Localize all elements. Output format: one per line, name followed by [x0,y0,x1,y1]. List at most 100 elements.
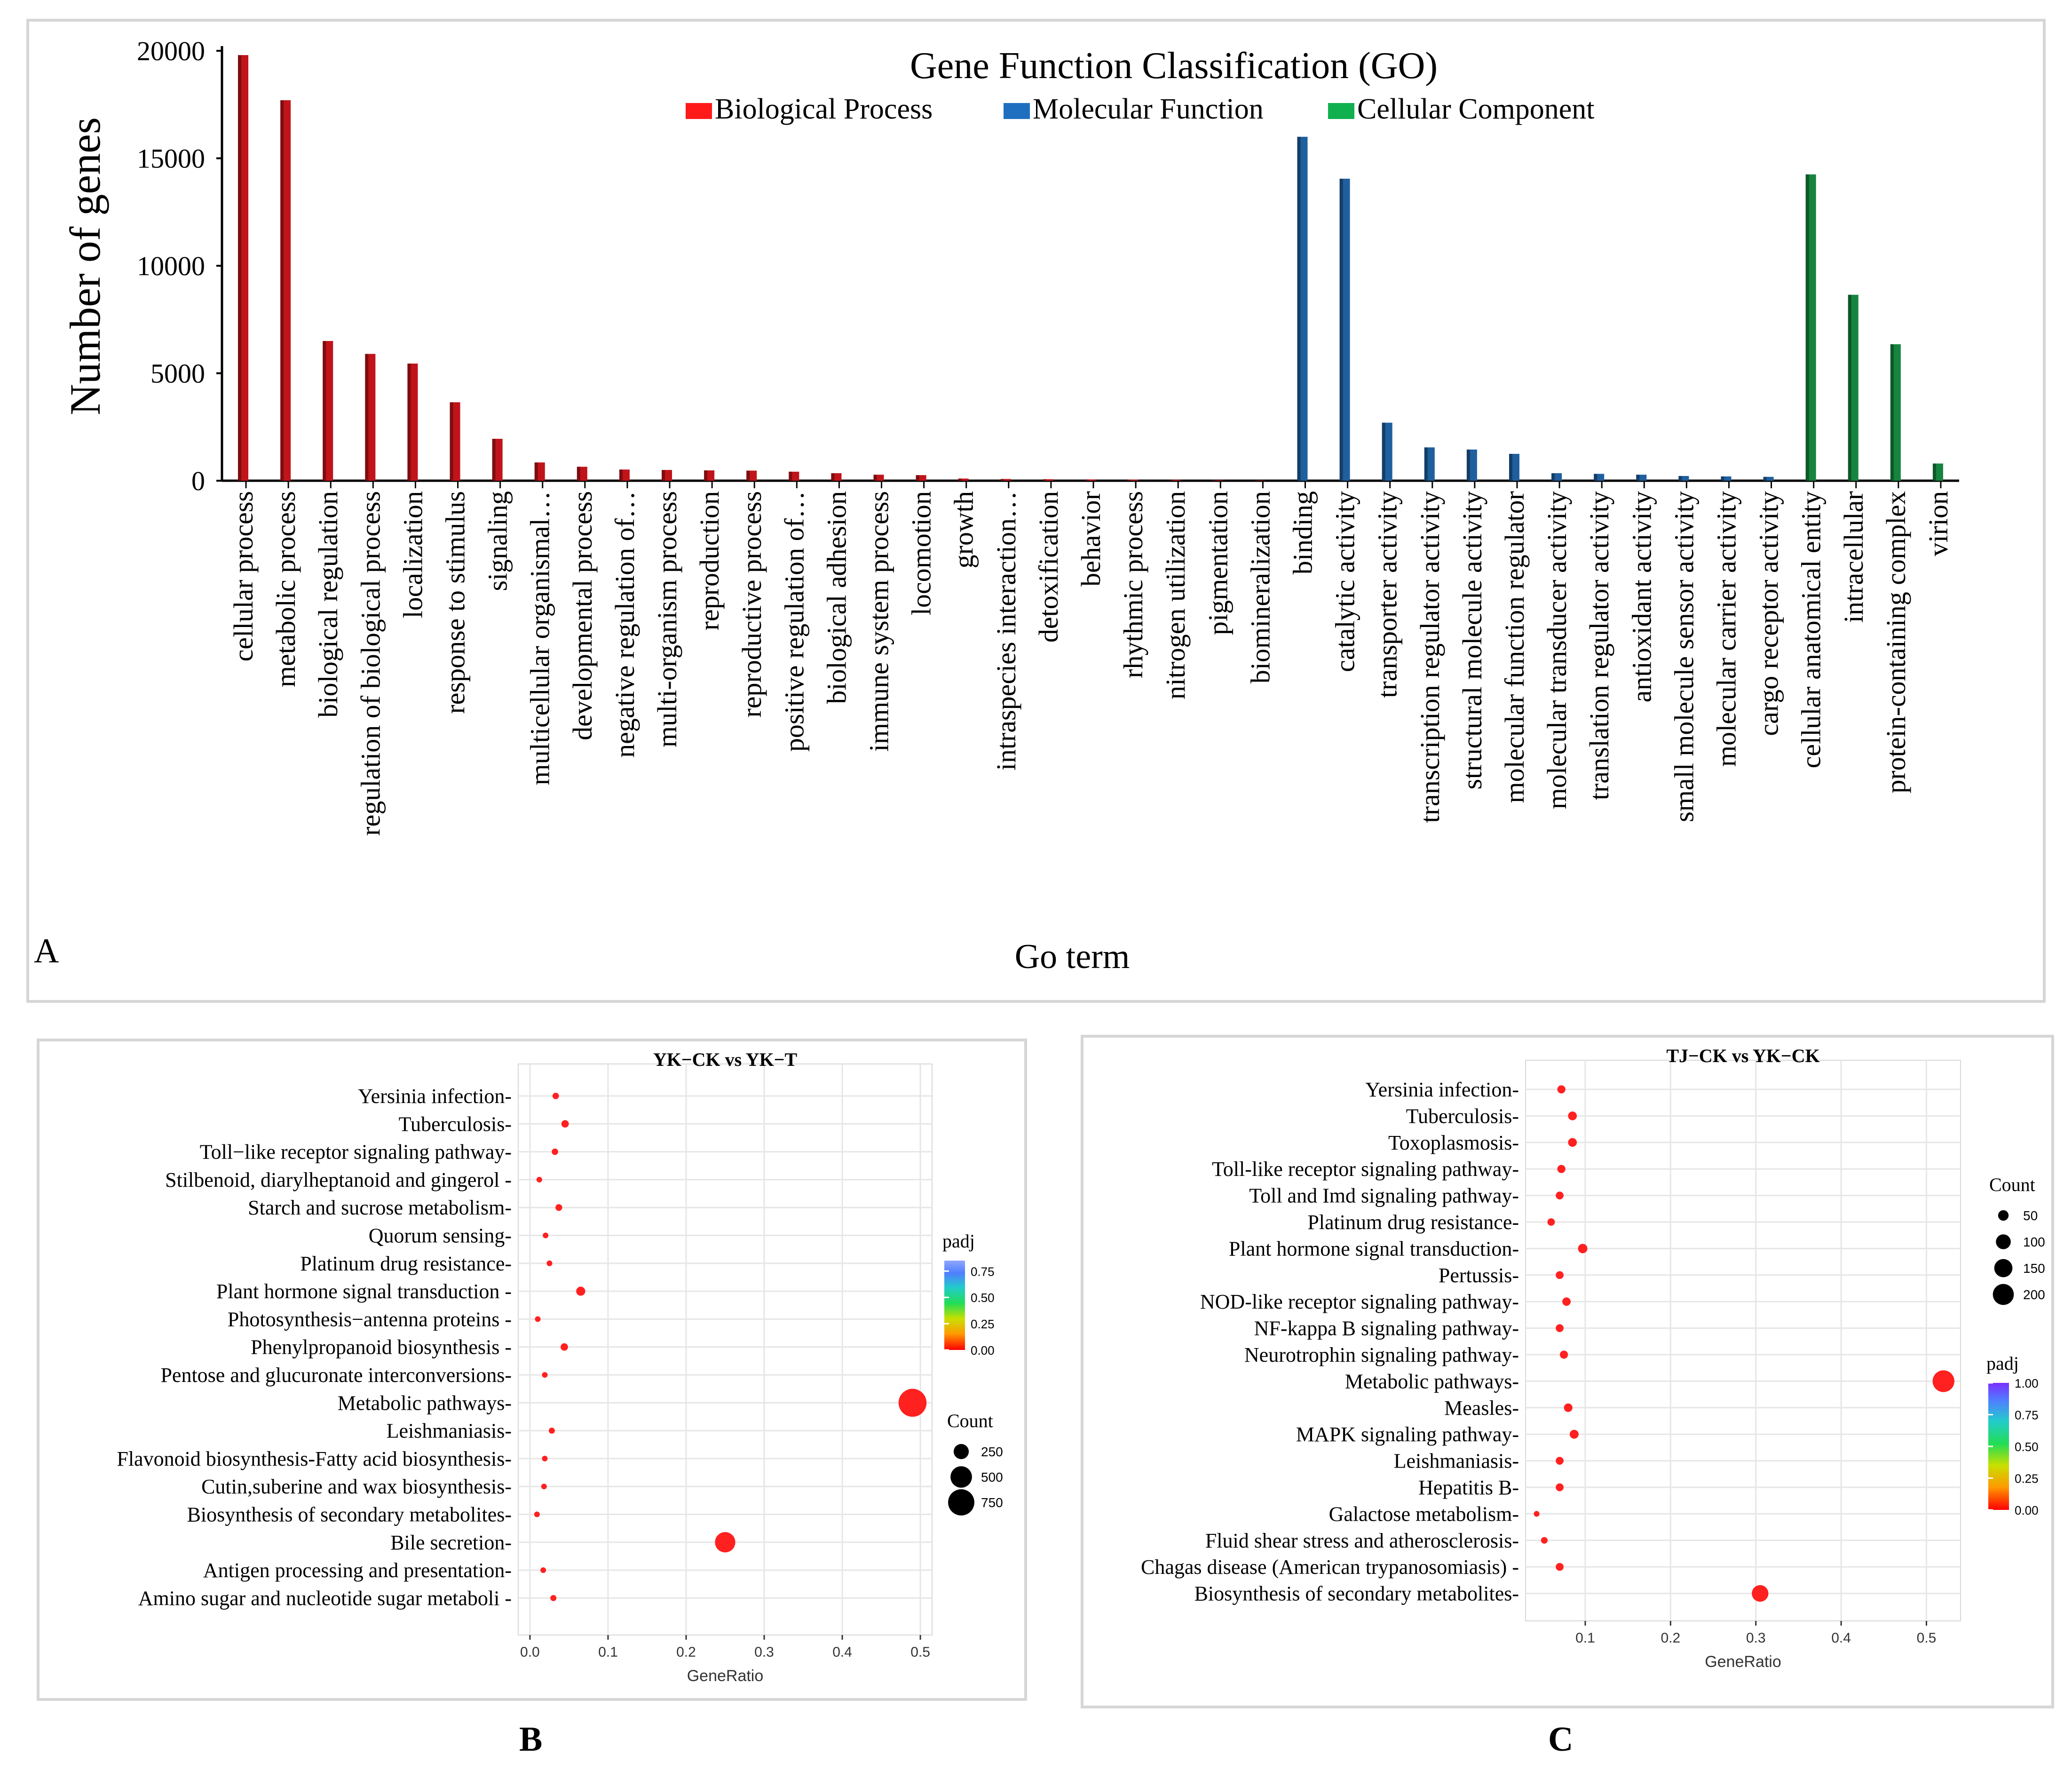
pathway-label: NOD-like receptor signaling pathway- [1200,1290,1519,1313]
size-legend-dot [1994,1259,2013,1278]
pathway-label: Metabolic pathways- [1345,1370,1519,1393]
plot-title: TJ−CK vs YK−CK [1666,1045,1819,1066]
data-point [1557,1085,1566,1094]
pathway-label: Platinum drug resistance- [1307,1211,1519,1234]
pathway-label: Platinum drug resistance- [300,1252,512,1275]
bar [1721,476,1732,481]
pathway-label: Tuberculosis- [399,1112,512,1135]
x-tick-label: 0.5 [1917,1630,1937,1646]
bar-shade [365,354,369,481]
pathway-label: Antigen processing and presentation- [203,1559,512,1582]
pathway-label: MAPK signaling pathway- [1296,1423,1519,1446]
bar [1085,479,1096,481]
color-bar-tick-label: 1.00 [2015,1376,2039,1390]
x-tick-label: positive regulation of… [779,491,809,752]
data-point [546,1260,553,1266]
pathway-label: Pentose and glucuronate interconversions… [160,1364,512,1387]
bar-shade [704,470,708,481]
bar-shade [1848,294,1851,481]
data-point [1556,1191,1564,1199]
bar-shade [1890,344,1894,481]
bar [1339,178,1350,481]
y-tick-label: 10000 [137,251,205,281]
bar-shade [323,341,326,481]
x-tick-label: regulation of biological process [355,491,386,836]
x-tick-label: binding [1287,491,1318,574]
plot-title: YK−CK vs YK−T [653,1049,798,1070]
go-classification-panel: Gene Function Classification (GO) Biologi… [26,19,2046,1003]
bar [704,470,715,481]
pathway-label: Fluid shear stress and atherosclerosis- [1205,1529,1519,1552]
pathway-label: NF-kappa B signaling pathway- [1254,1317,1519,1340]
color-bar-tick-label: 0.50 [971,1291,995,1305]
size-legend-label: 250 [981,1445,1003,1459]
x-tick-label: growth [949,491,979,568]
size-legend-label: 50 [2023,1208,2038,1223]
pathway-label: Metabolic pathways- [338,1391,512,1414]
x-tick-label: 0.4 [832,1644,852,1660]
bar [1000,479,1011,481]
bar-shade [831,473,835,481]
bar [1466,449,1477,481]
x-tick-label: 0.2 [1661,1630,1680,1646]
data-point [540,1567,546,1573]
bar-shade [1128,479,1131,481]
bar-shade [1255,480,1258,481]
data-point [576,1286,585,1296]
x-tick-label: 0.1 [598,1644,618,1660]
size-legend-dot [1996,1234,2011,1249]
bar [1297,136,1308,481]
pathway-label: Measles- [1444,1397,1519,1420]
legend-swatch [686,103,712,119]
bar-shade [1551,473,1555,481]
pathway-label: Plant hormone signal transduction- [1229,1237,1519,1260]
bar [238,55,249,481]
size-legend-dot [953,1444,969,1460]
bar-shade [1678,476,1682,481]
bar-shade [238,55,242,481]
y-tick-label: 15000 [137,143,205,174]
data-point [541,1484,547,1490]
bar-shade [492,438,496,481]
color-bar-tick-label: 0.50 [2015,1440,2039,1454]
x-tick-label: biological regulation [313,491,343,718]
bar-shade [1043,479,1046,481]
bar [1932,463,1943,481]
data-point [552,1148,558,1155]
x-tick-label: 0.3 [754,1644,774,1660]
pathway-label: Amino sugar and nucleotide sugar metabol… [138,1587,512,1610]
x-tick-label: cellular process [228,491,259,661]
bar-shade [789,471,792,481]
bar-shade [1805,174,1809,481]
x-tick-label: intracellular [1838,491,1869,623]
data-point [561,1120,569,1128]
x-tick-label: pigmentation [1202,491,1233,635]
bar [1424,447,1435,481]
pathway-label: Phenylpropanoid biosynthesis - [251,1336,512,1359]
bar [662,470,672,481]
kegg-panel-b: YK−CK vs YK−T Yersinia infection- Tubercul… [37,1039,1027,1701]
kegg-dot-plot-b: YK−CK vs YK−T Yersinia infection- Tubercul… [117,1049,1003,1685]
data-point [1569,1429,1579,1439]
bar [577,467,587,481]
bar-shade [534,462,538,481]
x-tick-label: biomineralization [1245,491,1275,683]
data-point [1564,1403,1573,1412]
size-legend-dot [1993,1284,2014,1305]
x-tick-label: transcription regulator activity [1415,491,1445,823]
data-point [1547,1218,1555,1226]
pathway-label: Pertussis- [1439,1264,1519,1287]
bar [365,354,376,481]
data-point [1932,1370,1954,1392]
x-tick-label: 0.0 [520,1644,540,1660]
data-point [535,1316,541,1322]
size-legend-dot [1998,1210,2009,1221]
data-point [534,1511,540,1517]
legend-swatch [1328,103,1354,119]
bar-shade [407,363,411,481]
bar [1382,422,1392,481]
color-bar-tick-label: 0.25 [2015,1472,2039,1486]
bar-shade [1509,453,1512,481]
bar [280,100,291,481]
legend-label: Biological Process [715,93,933,125]
